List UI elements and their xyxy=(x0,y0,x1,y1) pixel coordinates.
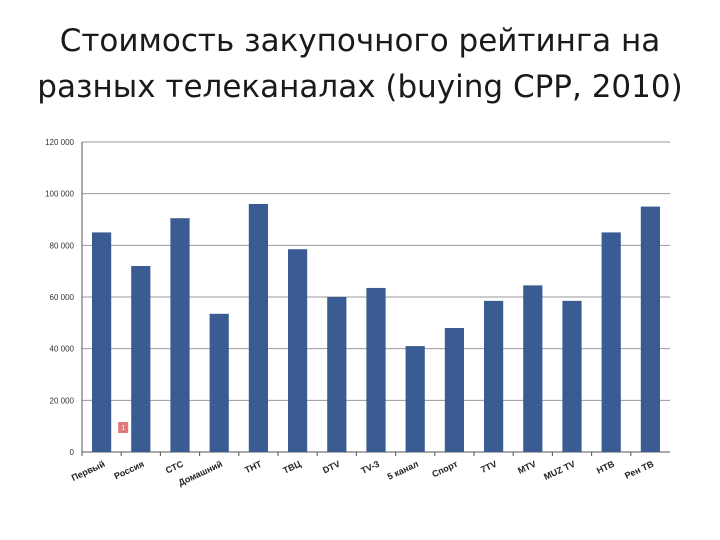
title-line-1: Стоимость закупочного рейтинга на xyxy=(59,23,661,59)
y-tick-label: 60 000 xyxy=(50,293,75,302)
marker-box xyxy=(118,422,129,433)
bar xyxy=(131,266,151,452)
x-tick-label: Первый xyxy=(70,459,107,483)
bar xyxy=(287,249,308,452)
x-tick-label: TV-3 xyxy=(359,459,380,476)
bar xyxy=(483,300,504,452)
bar xyxy=(91,232,112,452)
bar xyxy=(444,328,465,452)
y-tick-label: 0 xyxy=(70,448,75,457)
bar xyxy=(640,206,661,452)
y-tick-label: 20 000 xyxy=(50,396,75,405)
bars xyxy=(91,204,661,452)
x-tick-label: Домашний xyxy=(177,459,224,488)
x-tick-label: MTV xyxy=(516,459,537,476)
marker: 1 xyxy=(118,422,129,433)
bar xyxy=(523,285,543,452)
x-tick-label: НТВ xyxy=(595,459,616,476)
x-tick-label: СТС xyxy=(164,459,185,476)
x-tick-label: Россия xyxy=(112,459,145,482)
title-line-2: разных телеканалах (buying CPP, 2010) xyxy=(37,69,683,105)
y-tick-label: 80 000 xyxy=(50,241,75,250)
x-tick-label: MUZ TV xyxy=(542,459,577,482)
bar xyxy=(209,313,229,452)
bar-chart: 0 20 000 40 000 60 000 80 000 100 000 120 000 … xyxy=(30,128,690,528)
bar xyxy=(405,346,425,452)
x-tick-label: Спорт xyxy=(430,459,459,480)
slide-title: Стоимость закупочного рейтинга на разных… xyxy=(0,18,720,110)
bar xyxy=(248,204,269,452)
y-tick-label: 100 000 xyxy=(45,190,74,199)
bar xyxy=(601,232,621,452)
bar xyxy=(327,297,347,452)
x-tick-label: Рен ТВ xyxy=(623,459,656,481)
y-tick-labels: 0 20 000 40 000 60 000 80 000 100 000 120 000 xyxy=(45,138,74,457)
x-tick-label: ТВЦ xyxy=(281,459,302,476)
bar xyxy=(562,300,582,452)
x-tick-label: DTV xyxy=(321,459,342,476)
x-tick-label: 7TV xyxy=(479,459,498,475)
y-tick-label: 120 000 xyxy=(45,138,74,147)
bar xyxy=(170,218,190,452)
marker-label: 1 xyxy=(121,425,125,432)
bar xyxy=(366,287,386,452)
x-tick-label: ТНТ xyxy=(243,459,264,476)
y-tick-label: 40 000 xyxy=(50,345,75,354)
x-tick-label: 5 канал xyxy=(386,459,421,482)
